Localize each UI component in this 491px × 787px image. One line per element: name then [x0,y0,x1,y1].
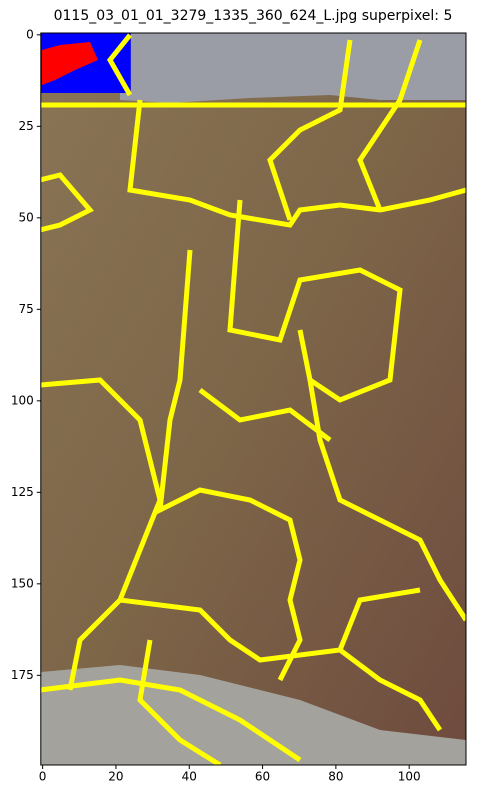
x-tick-label: 0 [39,770,47,784]
y-tick-label: 25 [19,119,34,133]
x-tick-label: 20 [108,770,123,784]
axes-frame [40,32,467,766]
y-tick-label: 50 [19,210,34,224]
x-tick-label: 40 [182,770,197,784]
x-tick-label: 100 [398,770,421,784]
y-tick-label: 100 [11,393,34,407]
x-tick-label: 80 [328,770,343,784]
chart-title: 0115_03_01_01_3279_1335_360_624_L.jpg su… [54,8,453,24]
y-tick-label: 150 [11,576,34,590]
y-tick-label: 175 [11,668,34,682]
y-tick-label: 125 [11,485,34,499]
y-tick-label: 75 [19,302,34,316]
x-tick-label: 60 [255,770,270,784]
image [40,33,467,765]
y-tick-label: 0 [26,27,34,41]
